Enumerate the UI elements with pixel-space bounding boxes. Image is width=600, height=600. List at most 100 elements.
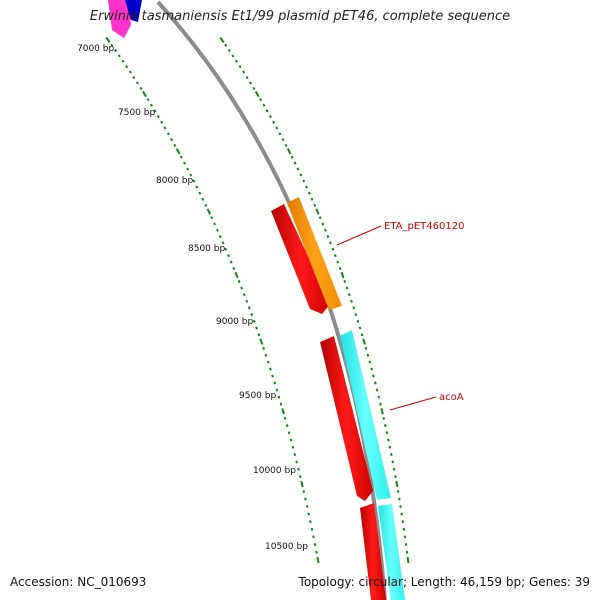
- inner-ring-minor-tick: [186, 167, 190, 171]
- outer-ring-major-tick: [406, 556, 410, 564]
- outer-ring-minor-tick: [358, 326, 362, 330]
- outer-ring-minor-tick: [377, 395, 381, 399]
- inner-tick-ring: [105, 36, 320, 564]
- outer-ring-minor-tick: [234, 59, 239, 63]
- outer-ring-minor-tick: [281, 138, 285, 142]
- inner-ring-minor-tick: [289, 438, 293, 442]
- scale-label-8500: 8500 bp: [188, 244, 225, 254]
- outer-ring-minor-tick: [347, 293, 351, 297]
- outer-ring-minor-tick: [354, 313, 358, 317]
- gene-label-acoa[interactable]: acoA: [439, 392, 464, 403]
- gene-feature-acoa: [340, 330, 391, 500]
- inner-ring-major-tick: [281, 408, 285, 415]
- scale-label-10500: 10500 bp: [265, 542, 308, 552]
- inner-ring-minor-tick: [295, 460, 298, 464]
- inner-ring-minor-tick: [285, 424, 289, 428]
- outer-ring-minor-tick: [272, 120, 276, 124]
- blue-feature: [125, 0, 142, 22]
- gene-feature-next: [378, 504, 405, 600]
- inner-ring-minor-tick: [121, 59, 125, 63]
- inner-ring-minor-tick: [237, 280, 241, 284]
- outer-ring-minor-tick: [242, 70, 246, 74]
- inner-ring-minor-tick: [304, 497, 307, 501]
- outer-ring-major-tick: [254, 90, 260, 98]
- outer-ring-minor-tick: [245, 75, 249, 80]
- magenta-feature: [108, 0, 131, 38]
- inner-ring-minor-tick: [271, 374, 274, 378]
- inner-ring-minor-tick: [313, 543, 317, 546]
- map-title: Erwinia tasmaniensis Et1/99 plasmid pET4…: [89, 9, 511, 24]
- outer-ring-minor-tick: [360, 333, 364, 337]
- inner-ring-minor-tick: [149, 103, 153, 107]
- inner-ring-minor-tick: [305, 505, 309, 508]
- outer-ring-minor-tick: [390, 453, 393, 456]
- outer-ring-minor-tick: [384, 424, 387, 427]
- inner-ring-minor-tick: [240, 286, 244, 290]
- inner-ring-minor-tick: [250, 313, 254, 317]
- outer-ring-minor-tick: [305, 185, 309, 189]
- inner-ring-minor-tick: [255, 326, 258, 330]
- outer-ring-minor-tick: [392, 467, 396, 471]
- outer-ring-major-tick: [219, 36, 225, 44]
- inner-ring-minor-tick: [132, 75, 136, 80]
- inner-ring-minor-tick: [139, 86, 143, 91]
- outer-ring-minor-tick: [333, 254, 337, 258]
- inner-ring-minor-tick: [179, 155, 183, 159]
- summary-text: Topology: circular; Length: 46,159 bp; G…: [298, 575, 590, 589]
- inner-ring-minor-tick: [156, 114, 160, 119]
- scale-label-8000: 8000 bp: [156, 176, 193, 186]
- outer-ring-minor-tick: [356, 319, 360, 323]
- outer-ring-minor-tick: [224, 43, 228, 47]
- inner-ring-minor-tick: [224, 247, 228, 251]
- inner-ring-minor-tick: [204, 203, 208, 207]
- inner-ring-minor-tick: [125, 65, 129, 69]
- cds-arrow-eta: [271, 204, 330, 314]
- outer-ring-minor-tick: [370, 367, 373, 371]
- outer-ring-minor-tick: [231, 54, 235, 58]
- outer-ring-minor-tick: [336, 260, 340, 264]
- outer-ring-minor-tick: [388, 445, 392, 449]
- outer-ring-minor-tick: [368, 360, 372, 364]
- gene-label-eta[interactable]: ETA_pET460120: [384, 221, 464, 232]
- outer-ring-major-tick: [380, 408, 384, 415]
- inner-ring-major-tick: [259, 338, 264, 345]
- inner-ring-minor-tick: [312, 535, 315, 539]
- cds-arrow-acoa: [320, 336, 373, 501]
- outer-ring-minor-tick: [278, 132, 282, 136]
- outer-ring-minor-tick: [326, 235, 330, 239]
- inner-ring-major-tick: [105, 36, 111, 44]
- inner-ring-minor-tick: [128, 70, 132, 74]
- outer-ring-minor-tick: [248, 81, 253, 85]
- outer-ring-minor-tick: [394, 475, 397, 479]
- inner-ring-minor-tick: [257, 333, 261, 337]
- inner-ring-minor-tick: [297, 467, 300, 471]
- inner-ring-minor-tick: [218, 235, 222, 239]
- inner-ring-minor-tick: [291, 445, 295, 449]
- inner-ring-major-tick: [234, 271, 239, 279]
- outer-ring-minor-tick: [299, 173, 303, 177]
- outer-ring-minor-tick: [318, 216, 322, 220]
- outer-ring-minor-tick: [275, 126, 279, 130]
- outer-ring-minor-tick: [321, 222, 325, 226]
- inner-ring-minor-tick: [245, 299, 249, 303]
- outer-ring-minor-tick: [259, 98, 263, 102]
- outer-ring-minor-tick: [323, 228, 327, 232]
- scale-label-7500: 7500 bp: [118, 108, 155, 118]
- scale-label-7000: 7000 bp: [77, 44, 114, 54]
- inner-ring-minor-tick: [269, 367, 272, 371]
- inner-ring-minor-tick: [299, 475, 302, 479]
- outer-ring-minor-tick: [345, 286, 349, 290]
- inner-ring-major-tick: [300, 480, 304, 488]
- inner-ring-minor-tick: [277, 395, 281, 399]
- outer-ring-minor-tick: [265, 109, 269, 113]
- inner-ring-major-tick: [316, 556, 320, 564]
- outer-ring-minor-tick: [302, 179, 306, 183]
- inner-ring-minor-tick: [310, 527, 314, 531]
- outer-ring-minor-tick: [343, 279, 347, 284]
- outer-ring-major-tick: [362, 338, 366, 345]
- inner-ring-minor-tick: [189, 173, 193, 177]
- scale-label-9000: 9000 bp: [216, 317, 253, 327]
- inner-ring-minor-tick: [215, 228, 219, 232]
- inner-ring-minor-tick: [229, 260, 233, 264]
- inner-ring-minor-tick: [117, 54, 121, 58]
